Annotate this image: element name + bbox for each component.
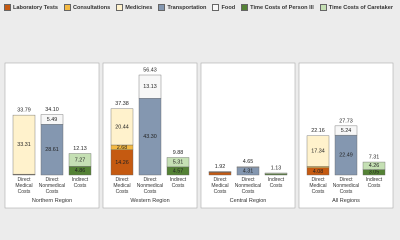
segment-label: 3.05 <box>369 170 380 176</box>
total-label: 37.38 <box>115 101 129 107</box>
page: Laboratory Tests Consultations Medicines Tr… <box>4 4 396 209</box>
total-label: 1.92 <box>215 164 226 170</box>
segment-label: 5.31 <box>173 160 184 166</box>
region-label: Central Region <box>229 198 267 204</box>
x-tick-label: Direct Medical Costs <box>15 177 33 195</box>
segment-label: 17.34 <box>311 149 325 155</box>
segment-label: 28.61 <box>45 147 59 153</box>
x-tick-label: Indirect Costs <box>71 177 89 189</box>
legend-item: Laboratory Tests <box>4 4 58 11</box>
total-label: 33.79 <box>17 108 31 114</box>
legend-swatch <box>158 4 166 11</box>
segment-label: 4.26 <box>369 163 380 169</box>
x-tick-label: Direct Medical Costs <box>211 177 229 195</box>
legend-swatch <box>319 4 327 11</box>
total-label: 1.13 <box>271 165 282 171</box>
bar-segment <box>68 153 92 167</box>
legend-label: Food <box>221 4 236 11</box>
x-tick-label: Indirect Costs <box>169 177 187 189</box>
total-label: 27.73 <box>339 118 353 124</box>
segment-label: 5.49 <box>47 117 58 123</box>
legend-label: Medicines <box>125 4 153 11</box>
bar-segment <box>236 166 260 168</box>
legend-swatch <box>63 4 71 11</box>
legend-label: Time Costs of Caretaker <box>328 4 394 11</box>
segment-label: 33.31 <box>17 142 31 148</box>
legend-item: Transportation <box>158 4 206 11</box>
segment-label: 5.24 <box>341 128 352 134</box>
legend: Laboratory Tests Consultations Medicines Tr… <box>4 4 396 11</box>
bar-segment <box>110 108 134 146</box>
x-tick-label: Direct Nonmedical Costs <box>234 177 262 195</box>
bar-segment <box>362 161 386 170</box>
bar-segment <box>208 172 232 176</box>
total-label: 7.31 <box>369 154 380 160</box>
segment-label: 4.31 <box>243 169 254 175</box>
legend-label: Time Costs of Person Ill <box>250 4 314 11</box>
legend-label: Consultations <box>72 4 111 11</box>
legend-swatch <box>116 4 124 11</box>
segment-label: 2.68 <box>117 145 128 151</box>
legend-item: Medicines <box>116 4 152 11</box>
x-tick-label: Direct Nonmedical Costs <box>332 177 360 195</box>
legend-item: Consultations <box>63 4 111 11</box>
segment-label: 20.44 <box>115 124 129 130</box>
total-label: 56.43 <box>143 67 157 73</box>
region-label: Western Region <box>130 198 170 204</box>
bar-segment <box>306 135 330 167</box>
bar-segment <box>264 172 288 175</box>
segment-label: 13.13 <box>143 84 157 90</box>
x-tick-label: Direct Nonmedical Costs <box>136 177 164 195</box>
legend-label: Transportation <box>167 4 207 11</box>
x-tick-label: Direct Medical Costs <box>309 177 327 195</box>
segment-label: 43.30 <box>143 134 157 140</box>
segment-label: 4.86 <box>75 168 86 174</box>
x-tick-label: Indirect Costs <box>267 177 285 189</box>
chart: 33.31 33.79 28.61 5.49 34.10 4.86 7.27 12.13 14.… <box>4 62 394 209</box>
x-tick-label: Direct Nonmedical Costs <box>38 177 66 195</box>
segment-label: 4.57 <box>173 168 184 174</box>
bar-segment <box>12 114 36 175</box>
total-label: 12.13 <box>73 146 87 152</box>
legend-item: Time Costs of Person Ill <box>241 4 314 11</box>
legend-label: Laboratory Tests <box>13 4 58 11</box>
bar-segment <box>40 114 64 125</box>
legend-swatch <box>4 4 11 11</box>
legend-item: Time Costs of Caretaker <box>319 4 394 11</box>
region-label: All Regions <box>332 198 360 204</box>
region-label: Northern Region <box>31 198 73 204</box>
segment-label: 22.49 <box>339 152 353 158</box>
x-tick-label: Direct Medical Costs <box>113 177 131 195</box>
segment-label: 14.26 <box>115 160 129 166</box>
segment-label: 7.27 <box>75 157 86 163</box>
region-panel <box>200 62 296 209</box>
total-label: 34.10 <box>45 107 59 113</box>
segment-label: 4.08 <box>313 169 324 175</box>
total-label: 4.65 <box>243 159 254 165</box>
total-label: 9.88 <box>173 150 184 156</box>
bar-segment <box>166 157 190 168</box>
x-tick-label: Indirect Costs <box>365 177 383 189</box>
legend-item: Food <box>212 4 235 11</box>
bar-segment <box>334 125 358 136</box>
total-label: 22.16 <box>311 128 325 134</box>
bar-segment <box>138 74 162 99</box>
legend-swatch <box>212 4 220 11</box>
legend-swatch <box>241 4 249 11</box>
